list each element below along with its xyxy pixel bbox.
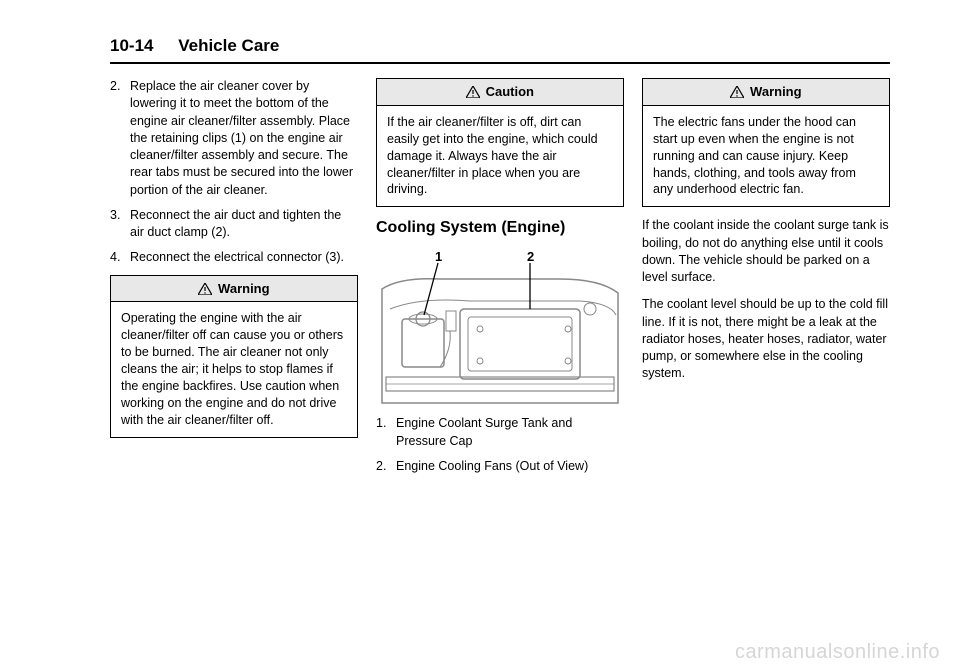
- caution-box: Caution If the air cleaner/filter is off…: [376, 78, 624, 207]
- step-text: Reconnect the electrical connector (3).: [130, 249, 358, 266]
- procedure-steps: 2. Replace the air cleaner cover by lowe…: [110, 78, 358, 267]
- content-columns: 2. Replace the air cleaner cover by lowe…: [110, 78, 890, 483]
- column-2: Caution If the air cleaner/filter is off…: [376, 78, 624, 483]
- legend-text: Engine Coolant Surge Tank and Pressure C…: [396, 415, 624, 450]
- list-item: 2. Engine Cooling Fans (Out of View): [376, 458, 624, 475]
- caution-body: If the air cleaner/filter is off, dirt c…: [377, 106, 623, 206]
- engine-diagram-svg: 1 2: [376, 249, 624, 407]
- body-paragraph: If the coolant inside the coolant surge …: [642, 217, 890, 286]
- page-header: 10-14 Vehicle Care: [110, 36, 890, 64]
- step-number: 2.: [110, 78, 130, 199]
- list-item: 1. Engine Coolant Surge Tank and Pressur…: [376, 415, 624, 450]
- caution-header: Caution: [377, 79, 623, 106]
- step-text: Reconnect the air duct and tighten the a…: [130, 207, 358, 242]
- page-number: 10-14: [110, 36, 153, 55]
- step-number: 4.: [110, 249, 130, 266]
- manual-page: 10-14 Vehicle Care 2. Replace the air cl…: [0, 0, 960, 672]
- legend-text: Engine Cooling Fans (Out of View): [396, 458, 624, 475]
- warning-header: Warning: [111, 276, 357, 303]
- warning-header: Warning: [643, 79, 889, 106]
- warning-triangle-icon: [198, 283, 212, 295]
- list-item: 2. Replace the air cleaner cover by lowe…: [110, 78, 358, 199]
- step-text: Replace the air cleaner cover by lowerin…: [130, 78, 358, 199]
- warning-box: Warning Operating the engine with the ai…: [110, 275, 358, 438]
- section-title-header: Vehicle Care: [178, 36, 279, 55]
- legend-number: 1.: [376, 415, 396, 450]
- watermark: carmanualsonline.info: [735, 641, 940, 664]
- caution-triangle-icon: [466, 86, 480, 98]
- warning-label: Warning: [218, 281, 270, 296]
- callout-2: 2: [527, 249, 534, 264]
- column-3: Warning The electric fans under the hood…: [642, 78, 890, 483]
- column-1: 2. Replace the air cleaner cover by lowe…: [110, 78, 358, 483]
- engine-diagram: 1 2: [376, 249, 624, 407]
- list-item: 4. Reconnect the electrical connector (3…: [110, 249, 358, 266]
- warning-body: The electric fans under the hood can sta…: [643, 106, 889, 206]
- step-number: 3.: [110, 207, 130, 242]
- caution-label: Caution: [486, 84, 534, 99]
- list-item: 3. Reconnect the air duct and tighten th…: [110, 207, 358, 242]
- warning-triangle-icon: [730, 86, 744, 98]
- diagram-legend: 1. Engine Coolant Surge Tank and Pressur…: [376, 415, 624, 475]
- warning-label: Warning: [750, 84, 802, 99]
- warning-box: Warning The electric fans under the hood…: [642, 78, 890, 207]
- callout-1: 1: [435, 249, 442, 264]
- warning-body: Operating the engine with the air cleane…: [111, 302, 357, 436]
- body-paragraph: The coolant level should be up to the co…: [642, 296, 890, 382]
- section-heading: Cooling System (Engine): [376, 217, 624, 239]
- legend-number: 2.: [376, 458, 396, 475]
